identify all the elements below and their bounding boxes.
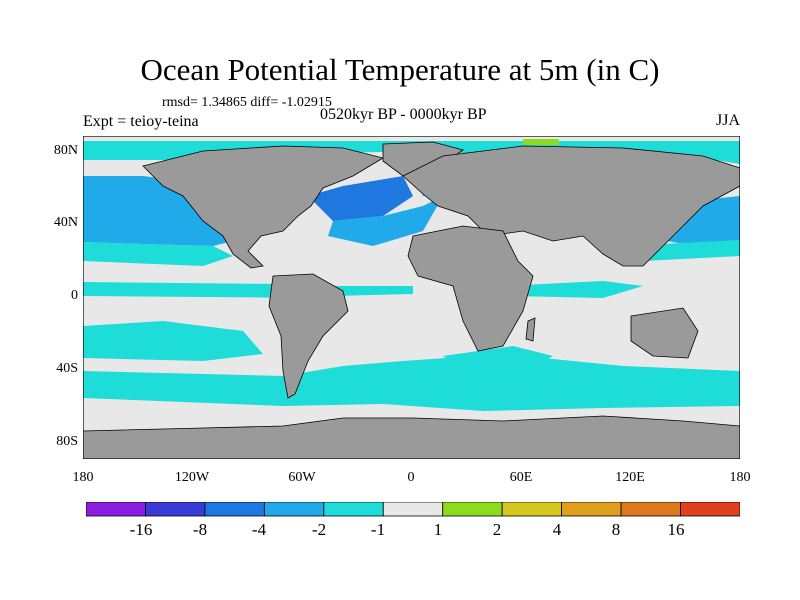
colorbar-swatch <box>145 502 206 517</box>
lat-tick-80n: 80N <box>53 143 78 158</box>
land-africa <box>407 225 534 352</box>
period-label: 0520kyr BP - 0000kyr BP <box>320 106 487 123</box>
colorbar-label-m16: -16 <box>129 520 153 539</box>
lon-tick-0: 0 <box>407 470 415 485</box>
world-map <box>83 136 740 459</box>
colorbar-label-p8: 8 <box>611 520 621 539</box>
land-eurasia <box>402 145 740 267</box>
anomaly-equatorial-atlantic <box>333 286 413 296</box>
colorbar-swatch <box>204 502 265 517</box>
anomaly-pacific-subtropical <box>83 242 233 266</box>
land-madagascar <box>525 317 536 342</box>
anomaly-southern-ocean <box>83 354 740 411</box>
land-north-america <box>142 145 385 269</box>
lon-tick-120w: 120W <box>174 470 210 485</box>
colorbar-label-p1: 1 <box>433 520 443 539</box>
stats-label: rmsd= 1.34865 diff= -1.02915 <box>162 95 332 110</box>
lon-tick-60w: 60W <box>288 470 316 485</box>
colorbar-swatch <box>86 502 146 517</box>
colorbar-label-m8: -8 <box>192 520 208 539</box>
lon-tick-60e: 60E <box>509 470 533 485</box>
experiment-label: Expt = teioy-teina <box>83 113 199 130</box>
colorbar-label-m1: -1 <box>370 520 386 539</box>
lon-tick-180w: 180 <box>72 470 94 485</box>
lat-tick-40s: 40S <box>56 361 78 376</box>
anomaly-indian-south <box>443 346 553 370</box>
plot-title: Ocean Potential Temperature at 5m (in C) <box>140 52 660 87</box>
anomaly-indian <box>503 281 643 298</box>
anomaly-south-pacific <box>83 321 263 361</box>
land-south-america <box>268 273 349 399</box>
lat-tick-80s: 80S <box>56 434 78 449</box>
colorbar-label-m2: -2 <box>311 520 327 539</box>
anomaly-atlantic-minus2 <box>328 196 443 246</box>
colorbar <box>86 502 740 517</box>
land <box>83 141 740 459</box>
lon-tick-180e: 180 <box>729 470 751 485</box>
colorbar-swatch <box>561 502 622 517</box>
colorbar-label-p16: 16 <box>667 520 685 539</box>
anomaly-north-atlantic <box>308 176 413 221</box>
colorbar-swatch <box>382 502 444 517</box>
season-label: JJA <box>716 112 741 129</box>
anomaly-positive-arctic <box>523 139 559 145</box>
colorbar-swatch <box>323 502 384 517</box>
colorbar-swatch <box>620 502 681 517</box>
colorbar-label-p4: 4 <box>552 520 562 539</box>
land-australia <box>630 307 699 359</box>
lat-tick-0: 0 <box>71 288 78 303</box>
colorbar-swatch <box>263 502 325 517</box>
colorbar-label-p2: 2 <box>492 520 502 539</box>
land-antarctica <box>83 415 740 459</box>
lon-tick-120e: 120E <box>615 470 645 485</box>
colorbar-swatch <box>680 502 740 517</box>
colorbar-swatch <box>442 502 503 517</box>
colorbar-label-m4: -4 <box>251 520 267 539</box>
lat-tick-40n: 40N <box>53 215 78 230</box>
colorbar-swatch <box>501 502 563 517</box>
